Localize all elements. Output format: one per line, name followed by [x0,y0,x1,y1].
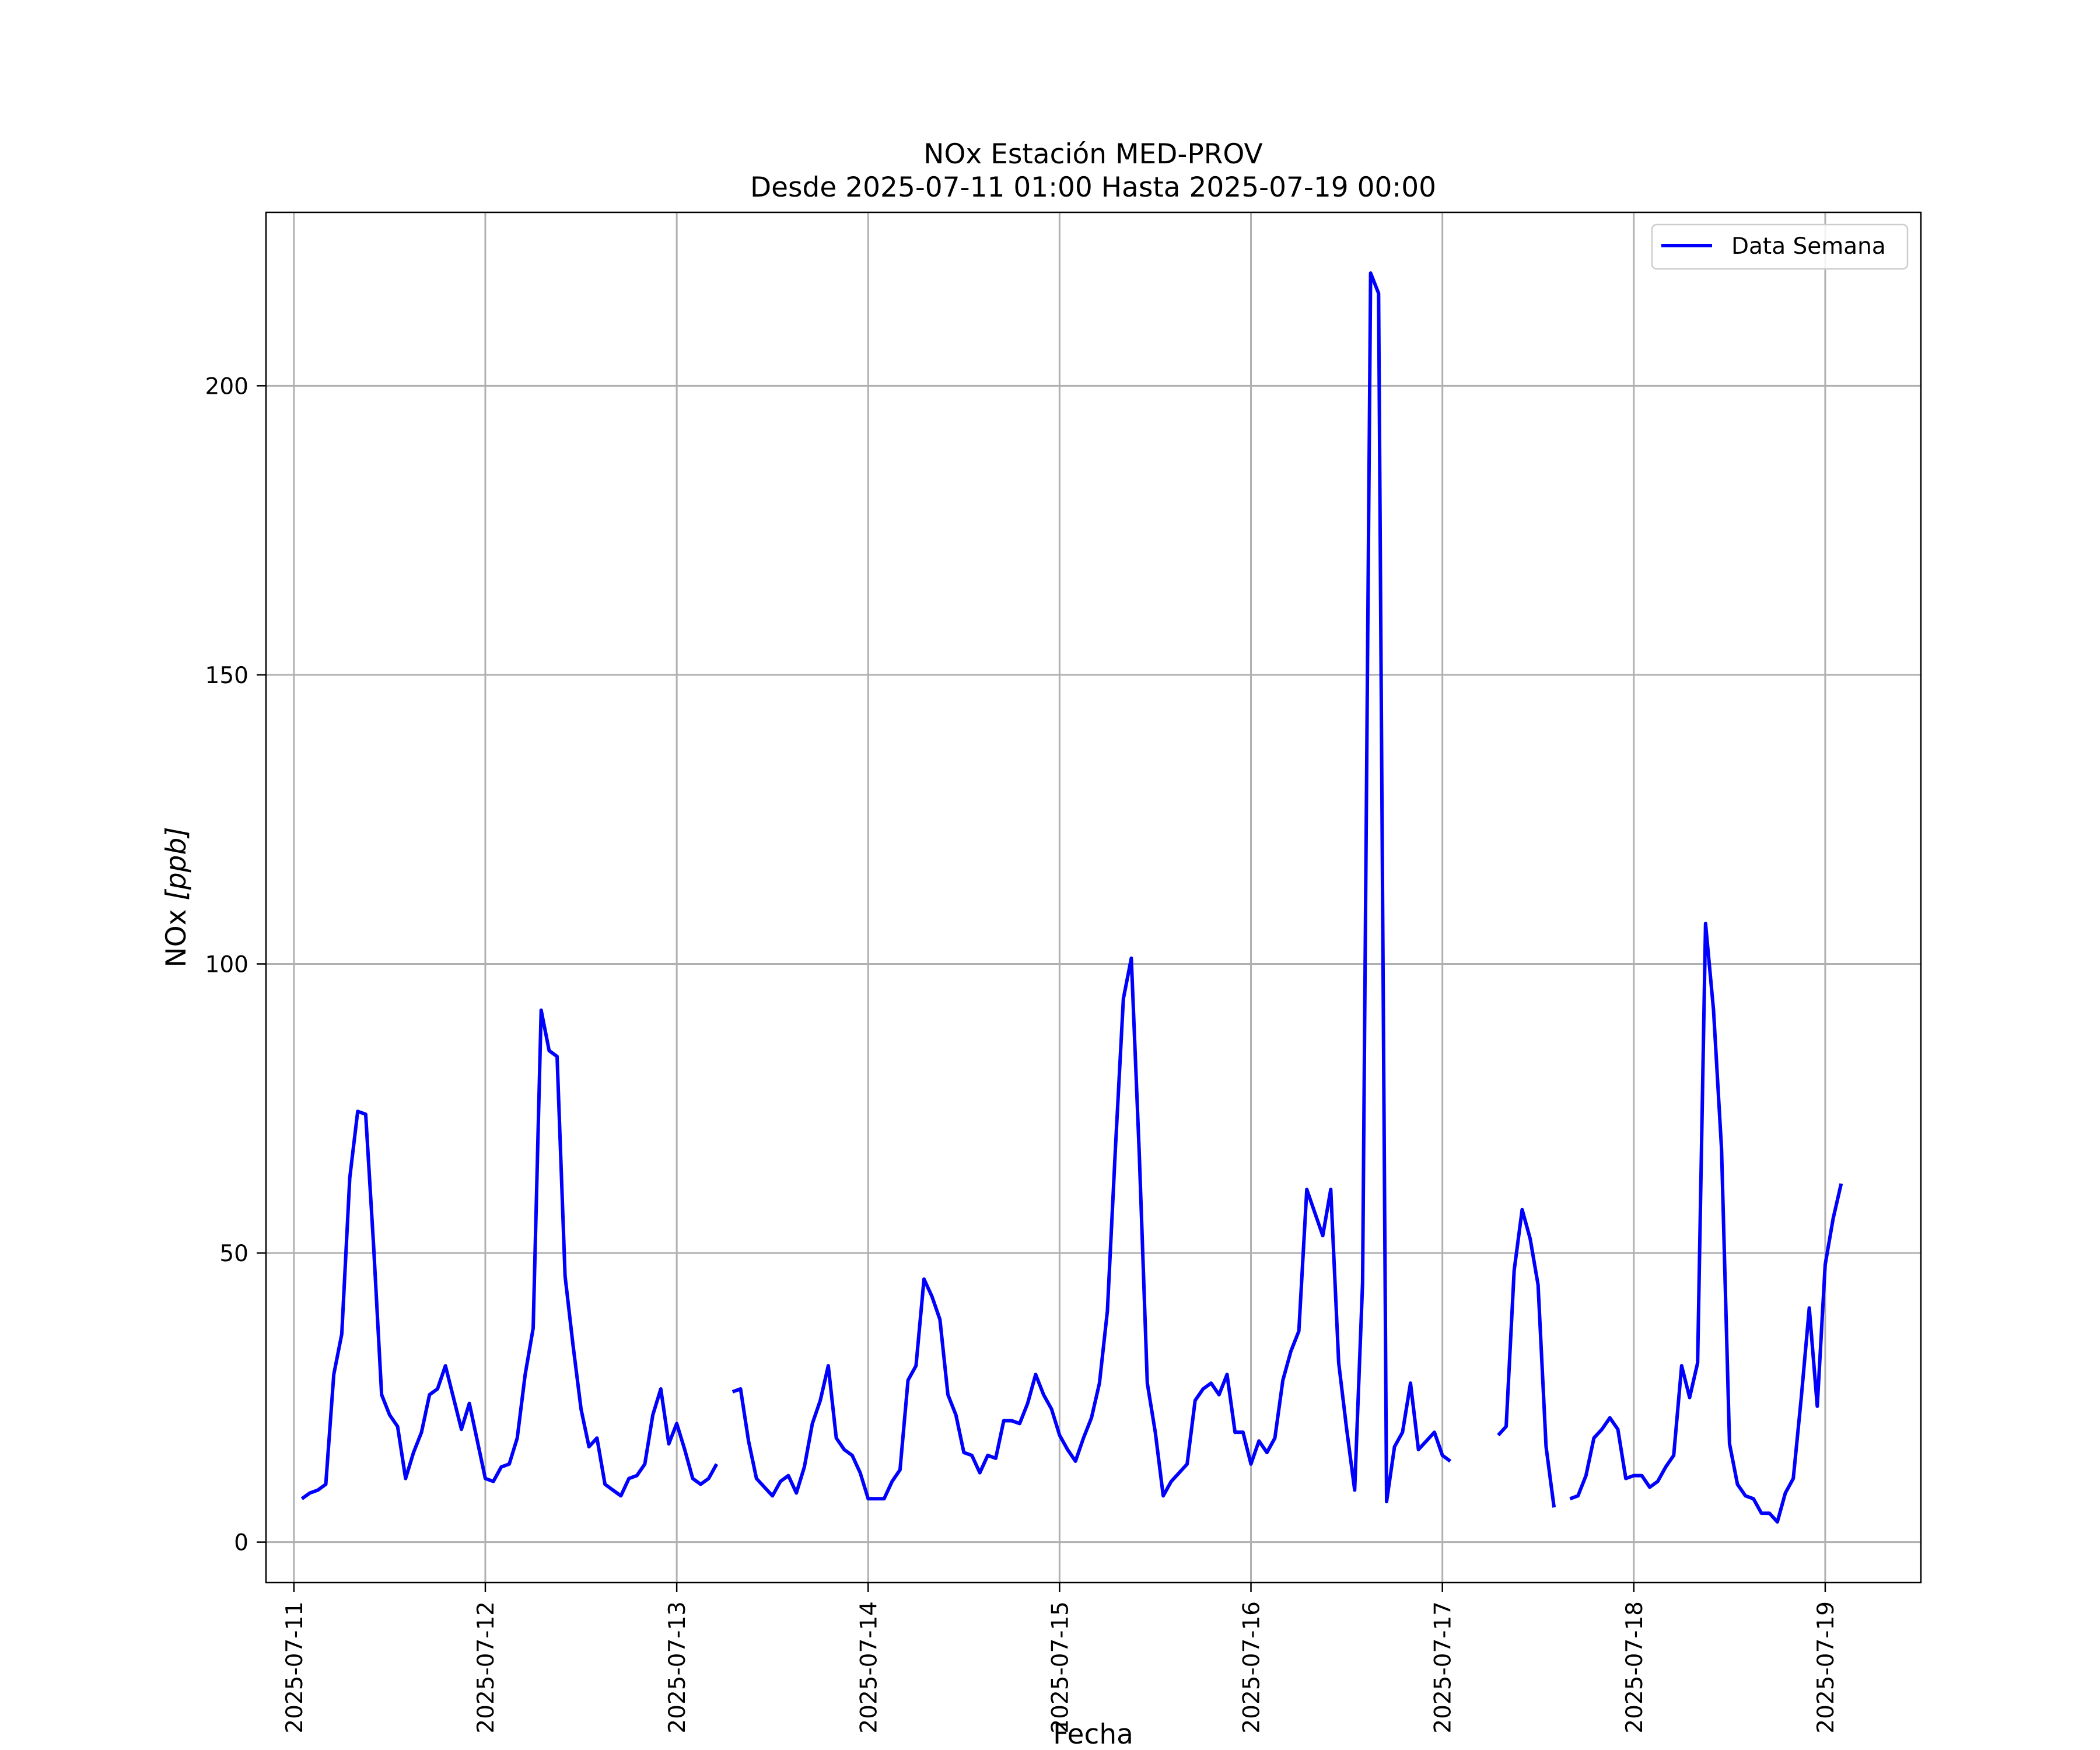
y-axis-label-unit: [ppb] [160,827,192,900]
series-line-segment [732,271,1452,1504]
x-tick-label: 2025-07-16 [1239,1601,1265,1734]
series-line-segment [1569,922,1843,1524]
x-tick-label: 2025-07-12 [473,1601,499,1734]
y-axis-label: NOx [ppb] [160,827,192,967]
y-tick-label: 150 [205,663,249,689]
legend-frame [1651,223,1909,270]
series-data-semana [300,271,1843,1524]
x-tick-label: 2025-07-15 [1047,1601,1073,1734]
x-tick-label: 2025-07-13 [664,1601,691,1734]
x-axis-ticks: 2025-07-11 2025-07-12 2025-07-13 2025-07-14… [282,1583,1839,1734]
y-tick-label: 200 [205,373,249,400]
x-tick-label: 2025-07-11 [282,1601,308,1734]
x-tick-label: 2025-07-19 [1813,1601,1839,1734]
series-line-segment [1497,1208,1556,1508]
x-axis-label: Fecha [1053,1718,1133,1750]
x-tick-label: 2025-07-14 [856,1601,882,1734]
plot-frame [265,211,1922,1584]
x-grid [293,212,1826,1583]
y-axis-label-main: NOx [160,901,192,968]
x-tick-label: 2025-07-18 [1622,1601,1648,1734]
series-line-segment [300,1008,719,1500]
legend-label-data-semana: Data Semana [1731,233,1886,260]
y-tick-label: 0 [234,1530,249,1556]
y-tick-label: 50 [219,1241,249,1267]
y-axis-ticks: 0 50 100 150 200 [205,373,266,1556]
legend: Data Semana [1651,223,1909,270]
x-tick-label: 2025-07-17 [1430,1601,1457,1734]
y-tick-label: 100 [205,951,249,978]
chart-subtitle: Desde 2025-07-11 01:00 Hasta 2025-07-19 … [750,172,1436,204]
y-grid [266,384,1921,1544]
plot-area [266,212,1921,1583]
chart-title: NOx Estación MED-PROV [923,138,1262,170]
